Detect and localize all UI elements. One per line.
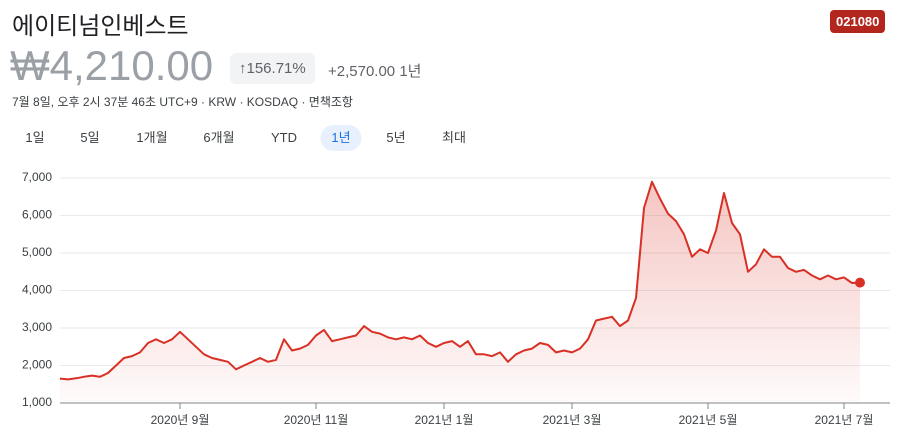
range-tab[interactable]: 최대	[442, 130, 466, 145]
range-tab[interactable]: 1년	[320, 125, 362, 151]
price-line	[59, 180, 861, 381]
x-tick-label: 2021년 3월	[543, 413, 602, 427]
last-point	[855, 277, 865, 288]
range-tab[interactable]: 5일	[80, 130, 100, 145]
y-tick-label: 4,000	[22, 283, 52, 297]
stock-title: 에이티넘인베스트	[12, 13, 189, 40]
change-info: +2,570.00 1년	[328, 60, 421, 81]
range-tab[interactable]: 5년	[386, 130, 406, 145]
ticker-badge: 021080	[830, 10, 886, 33]
y-tick-label: 3,000	[22, 320, 52, 334]
change-period: 1년	[399, 63, 422, 80]
y-tick-label: 7,000	[22, 170, 52, 184]
area	[60, 181, 860, 403]
y-tick-label: 5,000	[22, 245, 52, 259]
y-tick-label: 1,000	[22, 395, 52, 409]
range-tab[interactable]: 1개월	[136, 130, 168, 145]
x-tick-label: 2020년 11월	[284, 413, 349, 427]
meta-line: 7월 8일, 오후 2시 37분 46초 UTC+9 · KRW · KOSDA…	[12, 95, 353, 109]
x-tick-label: 2021년 1월	[415, 413, 474, 427]
y-tick-label: 2,000	[22, 358, 52, 372]
change-value: +2,570.00	[328, 63, 396, 80]
x-tick-label: 2021년 5월	[679, 413, 738, 427]
range-tab[interactable]: YTD	[271, 130, 297, 145]
x-tick-label: 2020년 9월	[151, 413, 210, 427]
price: ₩4,210.00	[10, 42, 214, 89]
y-tick-label: 6,000	[22, 208, 52, 222]
change-percent: ↑156.71%	[230, 53, 315, 84]
x-tick-label: 2021년 7월	[815, 413, 874, 427]
range-tab[interactable]: 1일	[25, 130, 45, 145]
range-tab[interactable]: 6개월	[203, 130, 235, 145]
